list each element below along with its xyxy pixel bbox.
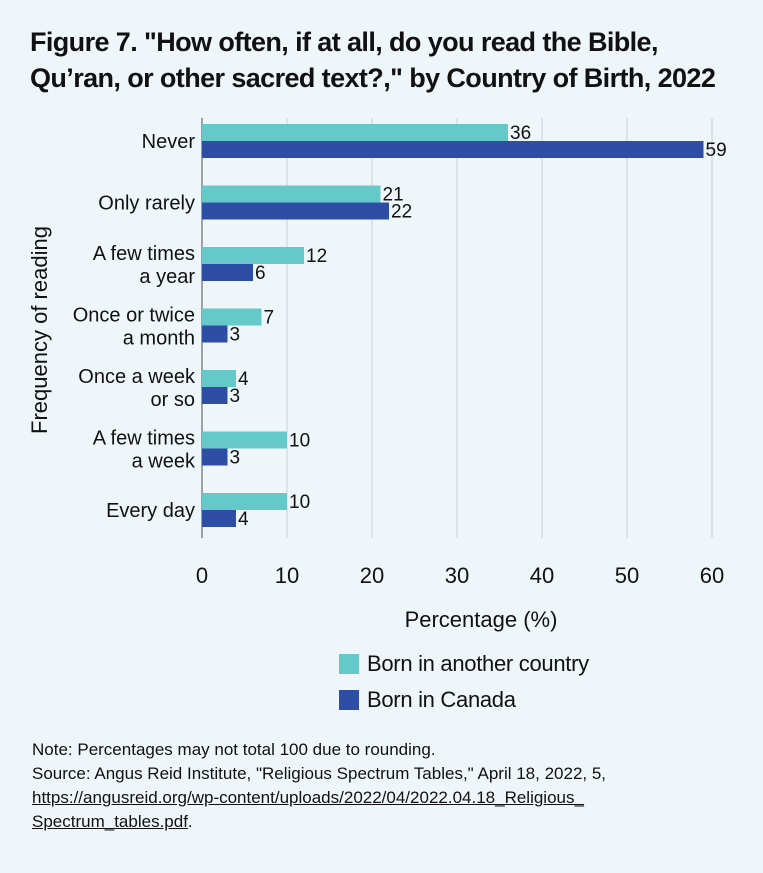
legend-label-born-in-another-country: Born in another country — [367, 651, 589, 676]
link-suffix: . — [187, 812, 193, 831]
source-link-line-1: https://angusreid.org/wp-content/uploads… — [32, 786, 737, 810]
data-label: 4 — [238, 369, 249, 390]
bar — [202, 141, 704, 158]
category-label: a week — [132, 451, 196, 473]
x-tick-label: 0 — [196, 563, 208, 588]
legend: Born in another country Born in Canada — [339, 646, 589, 718]
category-label: Only rarely — [98, 193, 195, 215]
bar — [202, 431, 287, 449]
x-axis-title: Percentage (%) — [405, 607, 558, 632]
x-tick-label: 60 — [700, 563, 724, 588]
chart-title-line-1: Figure 7. "How often, if at all, do you … — [30, 27, 658, 57]
category-label: Every day — [106, 500, 195, 522]
source-link-part-2[interactable]: Spectrum_tables.pdf — [32, 812, 188, 831]
category-label: A few times — [93, 428, 195, 450]
bar — [202, 264, 253, 281]
note-text: Note: Percentages may not total 100 due … — [32, 740, 436, 759]
bar — [202, 124, 508, 141]
data-label: 10 — [289, 431, 310, 452]
x-tick-label: 50 — [615, 563, 639, 588]
bar — [202, 493, 287, 510]
data-label: 10 — [289, 492, 310, 513]
source-link-line-2: Spectrum_tables.pdf. — [32, 810, 737, 834]
data-label: 3 — [230, 386, 241, 407]
legend-swatch-born-in-another-country — [339, 654, 359, 674]
chart-title: Figure 7. "How often, if at all, do you … — [30, 24, 750, 96]
x-tick-label: 20 — [360, 563, 384, 588]
bar — [202, 202, 389, 220]
x-tick-label: 40 — [530, 563, 554, 588]
legend-label-born-in-canada: Born in Canada — [367, 687, 516, 712]
data-label: 22 — [391, 202, 412, 223]
data-label: 6 — [255, 263, 266, 284]
data-label: 12 — [306, 246, 327, 267]
bar — [202, 325, 228, 343]
data-label: 4 — [238, 509, 249, 530]
data-label: 59 — [706, 140, 727, 161]
bar — [202, 308, 262, 326]
data-label: 21 — [383, 185, 404, 206]
legend-swatch-born-in-canada — [339, 690, 359, 710]
category-label: Never — [142, 131, 196, 153]
category-label: A few times — [93, 243, 195, 265]
y-axis-title: Frequency of reading — [27, 226, 52, 434]
bar — [202, 247, 304, 264]
source-text: Source: Angus Reid Institute, "Religious… — [32, 764, 607, 783]
data-label: 3 — [230, 448, 241, 469]
category-label: a year — [139, 266, 195, 288]
footnote: Note: Percentages may not total 100 due … — [32, 738, 737, 834]
bar — [202, 370, 236, 387]
data-label: 3 — [230, 325, 241, 346]
category-label: or so — [151, 389, 195, 411]
data-label: 7 — [264, 308, 275, 329]
bar — [202, 387, 228, 404]
legend-item-born-in-canada: Born in Canada — [339, 682, 589, 718]
category-label: Once or twice — [73, 305, 195, 327]
category-label: Once a week — [78, 366, 196, 388]
bar — [202, 510, 236, 527]
bar — [202, 185, 381, 203]
category-label: a month — [123, 328, 195, 350]
x-tick-label: 30 — [445, 563, 469, 588]
legend-item-born-in-another-country: Born in another country — [339, 646, 589, 682]
x-tick-label: 10 — [275, 563, 299, 588]
data-label: 36 — [510, 123, 531, 144]
source-link-part-1[interactable]: https://angusreid.org/wp-content/uploads… — [32, 788, 584, 807]
chart-title-line-2: Qu’ran, or other sacred text?," by Count… — [30, 63, 716, 93]
bar — [202, 448, 228, 466]
